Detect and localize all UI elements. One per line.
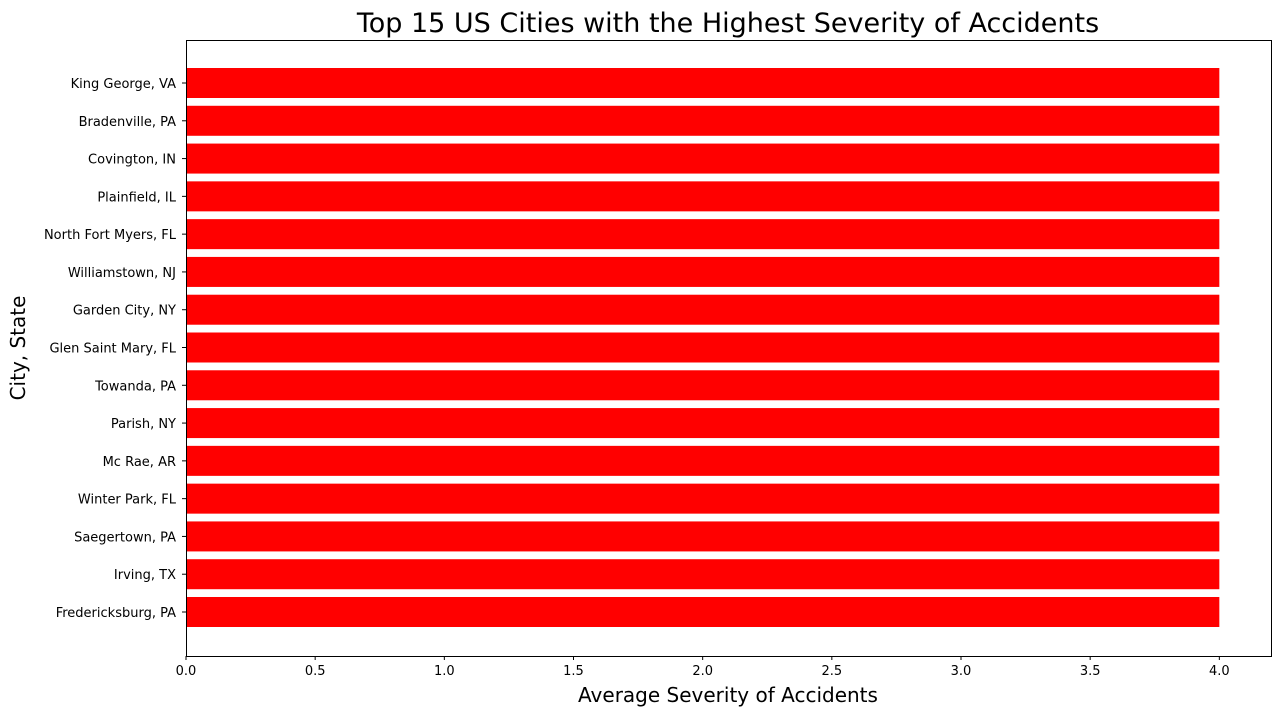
bar: [186, 219, 1220, 250]
bar: [186, 143, 1220, 174]
x-tick-label: 0.5: [305, 664, 326, 679]
y-tick-label: Bradenville, PA: [79, 115, 177, 130]
chart-title: Top 15 US Cities with the Highest Severi…: [356, 8, 1099, 39]
y-tick-label: Glen Saint Mary, FL: [49, 342, 176, 357]
y-tick-label: Mc Rae, AR: [103, 455, 176, 470]
y-axis: King George, VA Bradenville, PA Covington,…: [44, 77, 186, 621]
bar: [186, 256, 1220, 287]
y-tick-label: King George, VA: [71, 77, 176, 92]
bar: [186, 445, 1220, 476]
x-tick-label: 1.5: [563, 664, 584, 679]
x-tick-label: 2.0: [692, 664, 713, 679]
x-tick-label: 2.5: [821, 664, 842, 679]
y-tick-label: Fredericksburg, PA: [56, 606, 176, 621]
bar: [186, 559, 1220, 590]
x-axis: 0.0 0.5 1.0 1.5 2.0 2.5 3.0 3.5 4.0: [176, 656, 1230, 679]
x-tick-label: 1.0: [434, 664, 455, 679]
plot-frame: [186, 40, 1272, 657]
y-tick-label: Parish, NY: [111, 417, 176, 432]
y-tick-label: Garden City, NY: [73, 304, 176, 319]
x-axis-label: Average Severity of Accidents: [578, 683, 878, 707]
y-tick-label: Plainfield, IL: [97, 190, 176, 205]
y-tick-label: Towanda, PA: [94, 379, 176, 394]
bar: [186, 597, 1220, 627]
y-tick-label: Saegertown, PA: [74, 530, 176, 545]
bar: [186, 408, 1220, 439]
x-tick-label: 3.0: [951, 664, 972, 679]
bar: [186, 332, 1220, 363]
x-tick-label: 4.0: [1209, 664, 1230, 679]
y-tick-label: Williamstown, NJ: [68, 266, 176, 281]
bar: [186, 105, 1220, 136]
bar: [186, 370, 1220, 401]
bar: [186, 68, 1220, 98]
y-axis-label: City, State: [6, 296, 30, 401]
x-tick-label: 3.5: [1080, 664, 1101, 679]
y-tick-label: Winter Park, FL: [78, 493, 177, 508]
bar: [186, 521, 1220, 552]
x-tick-label: 0.0: [176, 664, 197, 679]
bar: [186, 294, 1220, 325]
y-tick-label: Covington, IN: [88, 153, 176, 168]
y-tick-label: Irving, TX: [114, 568, 176, 583]
bars-layer: [186, 68, 1220, 627]
bar: [186, 181, 1220, 212]
y-tick-label: North Fort Myers, FL: [44, 228, 177, 243]
bar: [186, 483, 1220, 514]
